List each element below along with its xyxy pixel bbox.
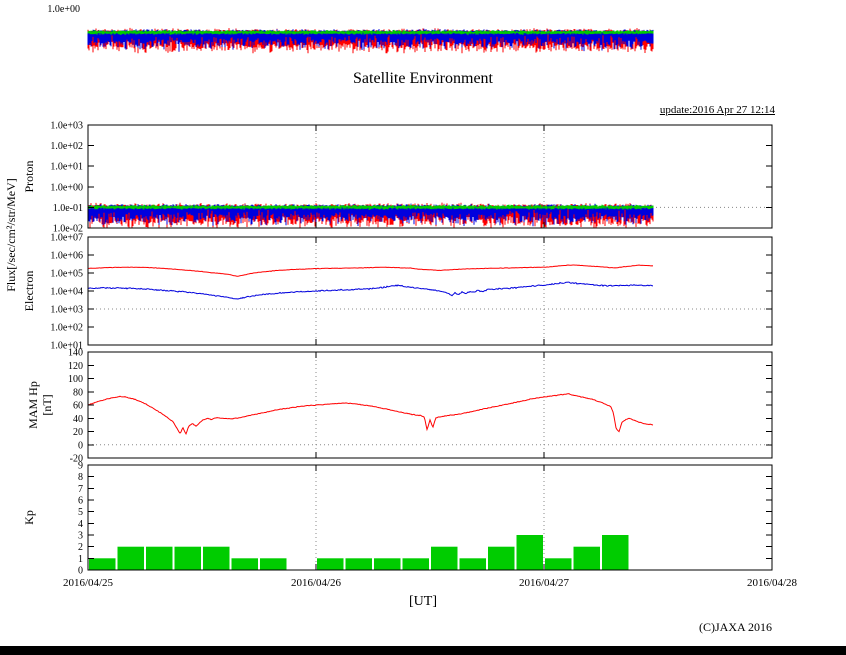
x-tick-label: 2016/04/26 [291,577,342,589]
y-tick-label: 1.0e+02 [50,323,83,334]
kp-bar [402,558,429,570]
panel-frame [87,236,773,346]
panel-mam-hp: 140 120 100 80 60 40 20 0 -20 MAM Hp [nT] [26,348,773,465]
bottom-black-bar [0,646,846,655]
y-tick-label: 6 [78,496,83,507]
strip-proton-channel-green [87,29,654,36]
y-axis-title: MAM Hp [26,381,40,429]
y-tick-label: 1.0e+02 [50,141,83,152]
x-axis-tick-labels: 2016/04/25 2016/04/26 2016/04/27 2016/04/28 [63,577,798,589]
y-tick-label: 1.0e+06 [50,251,83,262]
kp-bar [117,546,144,570]
panel-proton-flux: 1.0e+03 1.0e+02 1.0e+01 1.0e+00 1.0e-01 1.0e-… [22,121,773,235]
kp-bar [545,558,572,570]
y-tick-label: 1.0e+00 [50,182,83,193]
panel-electron-flux: 1.0e+07 1.0e+06 1.0e+05 1.0e+04 1.0e+03 1.0e+… [22,233,773,352]
y-tick-label: 100 [68,374,83,385]
y-tick-label: 2 [78,542,83,553]
y-axis-title: Electron [22,271,36,312]
kp-bar [203,546,230,570]
y-tick-label: 1 [78,554,83,565]
y-tick-label: 4 [78,519,83,530]
y-tick-label: 1.0e+03 [50,305,83,316]
y-tick-label: 5 [78,507,83,518]
y-tick-label: 3 [78,531,83,542]
kp-bar [602,535,629,570]
y-tick-label: 40 [73,414,83,425]
y-tick-label: 8 [78,472,83,483]
kp-bar [573,546,600,570]
y-tick-label: 1.0e+01 [50,162,83,173]
y-axis-title: Kp [22,510,36,525]
y-tick-label: 1.0e-01 [53,203,83,214]
page-title: Satellite Environment [353,70,493,87]
y-tick-label: 140 [68,348,83,359]
kp-bar [317,558,344,570]
y-axis-title: Proton [22,160,36,192]
x-tick-label: 2016/04/28 [747,577,798,589]
kp-bar [231,558,258,570]
kp-bar [516,535,543,570]
y-tick-label: 7 [78,484,83,495]
kp-bar [488,546,515,570]
copyright-label: (C)JAXA 2016 [698,620,772,634]
top-strip-tick-label: 1.0e+00 [47,4,80,15]
flux-axis-title: Flux[/sec/cm²/str/MeV] [4,178,18,292]
y-tick-label: 120 [68,361,83,372]
strip-proton-channel-blue [87,28,654,52]
panel-frame [87,124,773,229]
y-tick-label: -20 [70,454,83,465]
y-tick-label: 1.0e+04 [50,287,83,298]
top-strip-panel [87,27,654,54]
y-tick-label: 60 [73,401,83,412]
kp-bar [374,558,401,570]
panel-frame [87,351,773,459]
y-tick-label: 1.0e+05 [50,269,83,280]
y-axis-title-unit: [nT] [40,394,54,415]
kp-bar [459,558,486,570]
y-tick-label: 1.0e+01 [50,341,83,352]
kp-bar [146,546,173,570]
y-tick-label: 80 [73,387,83,398]
y-tick-label: 1.0e+03 [50,121,83,132]
kp-bar [431,546,458,570]
x-axis-unit-label: [UT] [409,594,437,609]
x-tick-label: 2016/04/27 [519,577,570,589]
hp-magnetic-field [87,393,654,436]
kp-bar [345,558,372,570]
y-tick-label: 1.0e+07 [50,233,83,244]
x-tick-label: 2016/04/25 [63,577,114,589]
electron-low-energy [87,281,654,300]
y-tick-label: 9 [78,461,83,472]
kp-bar [89,558,116,570]
y-tick-label: 1.0e-02 [53,224,83,235]
update-timestamp: update:2016 Apr 27 12:14 [659,104,775,116]
kp-bar [174,546,201,570]
y-tick-label: 20 [73,427,83,438]
kp-bar [260,558,287,570]
y-tick-label: 0 [78,440,83,451]
y-tick-label: 0 [78,566,83,577]
panel-frame [87,464,773,571]
electron-high-energy [88,264,654,277]
